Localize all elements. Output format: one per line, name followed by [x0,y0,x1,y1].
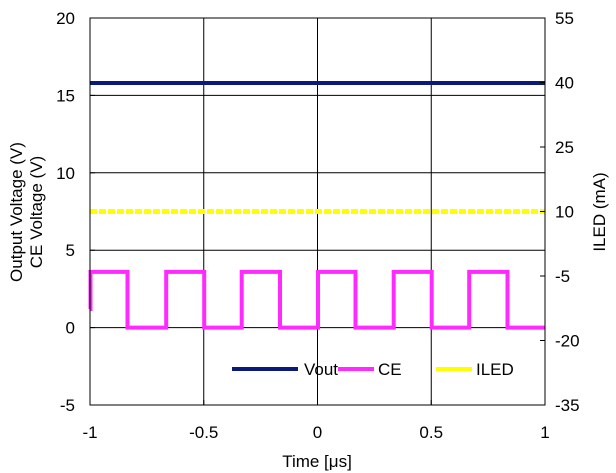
y-right-tick-label: -5 [555,267,570,286]
legend-ce-label: CE [378,360,402,379]
y-left-tick-label: 15 [56,86,75,105]
x-tick-label: 0 [313,423,322,442]
y-left-tick-label: 10 [56,164,75,183]
legend-vout-label: Vout [304,360,338,379]
x-tick-label: 0.5 [419,423,443,442]
y-left-tick-label: 20 [56,9,75,28]
series-layer [88,81,545,330]
y-right-tick-label: 55 [555,9,574,28]
y-right-tick-label: 40 [555,74,574,93]
y-axis-label-left-1: Output Voltage (V) [7,142,26,282]
x-tick-label: 1 [540,423,549,442]
tick-labels: -1 -0.5 0 0.5 1 -5 0 5 10 15 20 -35 -20 -5 10 25 40 55 [56,9,580,442]
x-tick-label: -1 [82,423,97,442]
y-left-tick-label: -5 [60,396,75,415]
legend: Vout CE ILED [232,360,514,379]
y-right-tick-label: 10 [555,203,574,222]
x-tick-label: -0.5 [189,423,218,442]
series-ce-line [88,269,545,330]
y-left-tick-label: 0 [66,319,75,338]
y-left-tick-label: 5 [66,241,75,260]
y-right-tick-label: -35 [555,396,580,415]
y-right-tick-label: 25 [555,138,574,157]
x-axis-label: Time [μs] [282,452,352,471]
y-axis-label-left-2: CE Voltage (V) [27,156,46,268]
y-axis-label-right: ILED (mA) [590,172,609,251]
legend-iled-label: ILED [476,360,514,379]
y-right-tick-label: -20 [555,332,580,351]
